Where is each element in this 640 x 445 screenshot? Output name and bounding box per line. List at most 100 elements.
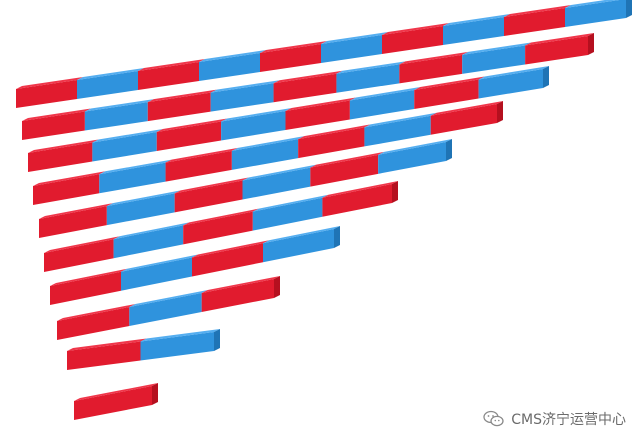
segment-top — [84, 99, 154, 112]
blue-segment — [199, 53, 260, 81]
watermark: CMS济宁运营中心 — [483, 409, 626, 429]
blue-segment — [242, 167, 311, 200]
segment-top — [321, 32, 388, 44]
segment-top — [263, 226, 340, 244]
segment-top — [174, 177, 249, 194]
blue-segment — [129, 293, 202, 326]
blue-segment — [252, 197, 323, 231]
red-segment — [273, 73, 337, 103]
blue-segment — [77, 71, 138, 99]
segment-top — [504, 5, 571, 17]
red-segment — [382, 26, 443, 54]
segment-top — [525, 33, 594, 46]
segment-top — [252, 194, 329, 212]
number-rod — [74, 383, 158, 420]
segment-top — [565, 0, 620, 8]
red-segment — [33, 174, 100, 205]
red-segment — [183, 211, 253, 245]
segment-top — [129, 290, 208, 307]
blue-segment — [364, 115, 431, 147]
segment-top — [156, 118, 228, 132]
red-segment — [50, 271, 121, 305]
segment-top — [67, 338, 147, 351]
blue-segment — [462, 45, 526, 74]
blue-segment — [210, 83, 274, 112]
watermark-text: CMS济宁运营中心 — [511, 412, 626, 428]
segment-top — [336, 61, 406, 74]
rod-end-cap — [274, 276, 280, 298]
segment-top — [199, 50, 266, 62]
segment-top — [138, 59, 205, 71]
number-rod — [33, 101, 503, 205]
segment-top — [210, 80, 280, 93]
rod-end-cap — [588, 33, 594, 55]
number-rod — [28, 66, 549, 172]
red-segment — [57, 307, 130, 340]
segment-top — [414, 76, 485, 90]
segment-top — [140, 329, 220, 342]
red-segment — [165, 150, 232, 182]
segment-top — [147, 89, 217, 103]
segment-top — [99, 159, 172, 175]
red-segment — [504, 8, 565, 36]
red-segment — [39, 206, 107, 238]
rod-end-cap — [626, 0, 632, 18]
number-rod — [67, 329, 220, 370]
segment-top — [322, 181, 398, 198]
red-segment — [322, 184, 392, 217]
blue-segment — [349, 90, 415, 120]
red-segment — [22, 111, 85, 140]
number-rod — [39, 139, 452, 238]
segment-top — [16, 77, 83, 89]
rod-end-cap — [392, 181, 398, 203]
segment-top — [443, 14, 510, 26]
red-segment — [525, 36, 588, 65]
rod-end-cap — [543, 66, 549, 88]
segment-top — [50, 268, 127, 286]
number-rod — [50, 226, 340, 305]
blue-segment — [443, 17, 504, 45]
segment-top — [44, 236, 120, 253]
blue-segment — [263, 229, 334, 263]
segment-top — [273, 70, 343, 84]
red-segment — [310, 154, 379, 187]
segment-top — [39, 203, 113, 219]
segment-top — [77, 68, 144, 80]
red-segment — [138, 62, 199, 90]
red-segment — [430, 104, 497, 135]
blue-segment — [113, 225, 184, 259]
red-segment — [174, 180, 243, 213]
wechat-icon — [483, 410, 504, 427]
segment-top — [231, 136, 305, 151]
segment-top — [260, 41, 327, 53]
red-segment — [74, 386, 152, 420]
segment-top — [183, 208, 259, 226]
segment-top — [382, 23, 449, 35]
red-segment — [44, 239, 114, 272]
red-segment — [298, 127, 365, 159]
rod-end-cap — [446, 139, 452, 161]
segment-top — [285, 97, 356, 111]
number-rod — [22, 33, 594, 140]
segment-top — [106, 190, 181, 207]
segment-top — [221, 108, 292, 122]
segment-top — [92, 129, 163, 143]
blue-segment — [92, 132, 157, 162]
blue-segment — [321, 35, 382, 63]
segment-top — [121, 254, 198, 272]
red-segment — [147, 92, 211, 122]
rod-end-cap — [152, 383, 158, 405]
number-rod — [57, 276, 280, 340]
segment-top — [28, 139, 99, 153]
blue-segment — [106, 193, 175, 226]
number-rod — [44, 181, 398, 272]
blue-segment — [478, 69, 543, 99]
segment-top — [74, 383, 158, 401]
number-rod — [16, 0, 632, 108]
segment-top — [462, 42, 532, 55]
red-segment — [28, 142, 93, 172]
blue-segment — [221, 111, 286, 141]
segment-top — [33, 171, 106, 186]
blue-segment — [84, 102, 148, 131]
